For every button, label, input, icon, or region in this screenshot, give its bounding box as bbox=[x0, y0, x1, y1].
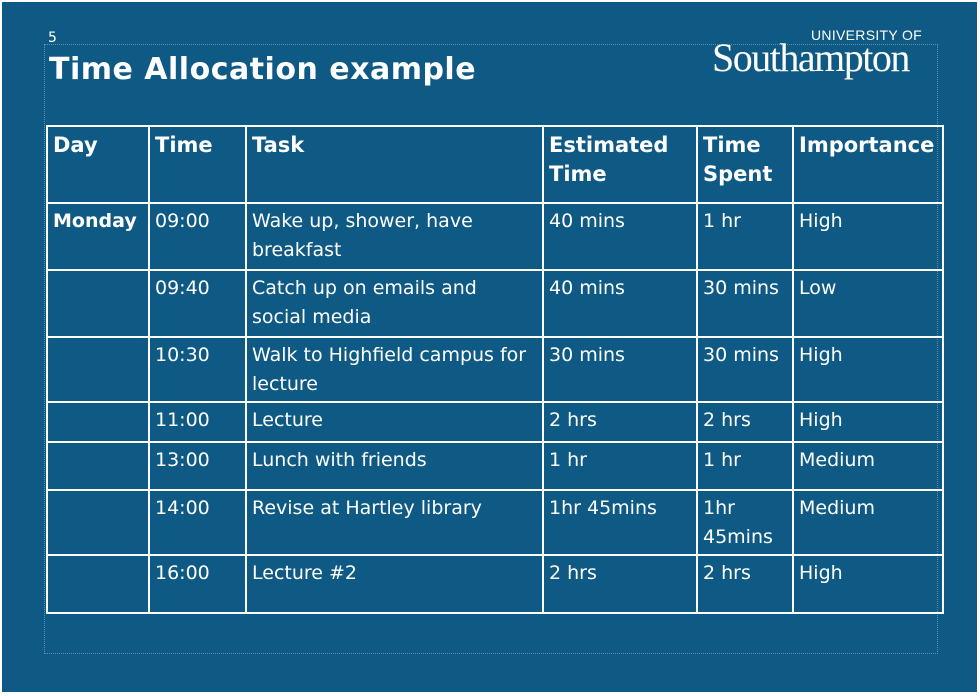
cell-time: 09:00 bbox=[148, 202, 247, 271]
cell-estimated-time: 40 mins bbox=[542, 269, 698, 338]
cell-importance: High bbox=[792, 554, 944, 614]
cell-time-spent: 1hr 45mins bbox=[696, 489, 794, 556]
cell-time: 14:00 bbox=[148, 489, 247, 556]
cell-task: Catch up on emails and social media bbox=[245, 269, 544, 338]
cell-importance: Medium bbox=[792, 489, 944, 556]
header-time: Time bbox=[148, 125, 247, 204]
table-row: 11:00 Lecture 2 hrs 2 hrs High bbox=[46, 401, 944, 443]
table-row: 14:00 Revise at Hartley library 1hr 45mi… bbox=[46, 489, 944, 556]
header-day: Day bbox=[46, 125, 150, 204]
cell-importance: High bbox=[792, 336, 944, 403]
cell-time: 16:00 bbox=[148, 554, 247, 614]
cell-time: 11:00 bbox=[148, 401, 247, 443]
table-row: Monday 09:00 Wake up, shower, have break… bbox=[46, 202, 944, 271]
cell-day bbox=[46, 489, 150, 556]
cell-importance: Low bbox=[792, 269, 944, 338]
cell-time: 09:40 bbox=[148, 269, 247, 338]
cell-time-spent: 2 hrs bbox=[696, 554, 794, 614]
cell-importance: Medium bbox=[792, 441, 944, 491]
table-header-row: Day Time Task Estimated Time Time Spent … bbox=[46, 125, 944, 204]
table-row: 13:00 Lunch with friends 1 hr 1 hr Mediu… bbox=[46, 441, 944, 491]
header-importance: Importance bbox=[792, 125, 944, 204]
header-time-spent: Time Spent bbox=[696, 125, 794, 204]
cell-task: Wake up, shower, have breakfast bbox=[245, 202, 544, 271]
table-row: 16:00 Lecture #2 2 hrs 2 hrs High bbox=[46, 554, 944, 614]
cell-day bbox=[46, 401, 150, 443]
cell-task: Lunch with friends bbox=[245, 441, 544, 491]
cell-time-spent: 1 hr bbox=[696, 441, 794, 491]
cell-task: Lecture bbox=[245, 401, 544, 443]
slide-number: 5 bbox=[48, 30, 57, 46]
cell-estimated-time: 1hr 45mins bbox=[542, 489, 698, 556]
table-row: 10:30 Walk to Highfield campus for lectu… bbox=[46, 336, 944, 403]
table-row: 09:40 Catch up on emails and social medi… bbox=[46, 269, 944, 338]
header-estimated-time: Estimated Time bbox=[542, 125, 698, 204]
cell-day bbox=[46, 336, 150, 403]
cell-day bbox=[46, 554, 150, 614]
time-allocation-table: Day Time Task Estimated Time Time Spent … bbox=[46, 125, 944, 614]
university-logo: UNIVERSITY OF Southampton bbox=[712, 26, 950, 82]
cell-day bbox=[46, 269, 150, 338]
cell-day bbox=[46, 441, 150, 491]
cell-estimated-time: 40 mins bbox=[542, 202, 698, 271]
cell-estimated-time: 1 hr bbox=[542, 441, 698, 491]
cell-task: Walk to Highfield campus for lecture bbox=[245, 336, 544, 403]
logo-top-text: UNIVERSITY OF bbox=[811, 27, 922, 43]
cell-time-spent: 30 mins bbox=[696, 336, 794, 403]
cell-task: Lecture #2 bbox=[245, 554, 544, 614]
header-task: Task bbox=[245, 125, 544, 204]
cell-estimated-time: 30 mins bbox=[542, 336, 698, 403]
cell-time-spent: 1 hr bbox=[696, 202, 794, 271]
cell-day: Monday bbox=[46, 202, 150, 271]
cell-importance: High bbox=[792, 401, 944, 443]
cell-time: 13:00 bbox=[148, 441, 247, 491]
cell-task: Revise at Hartley library bbox=[245, 489, 544, 556]
slide-title: Time Allocation example bbox=[49, 52, 477, 87]
cell-estimated-time: 2 hrs bbox=[542, 554, 698, 614]
cell-time-spent: 30 mins bbox=[696, 269, 794, 338]
cell-importance: High bbox=[792, 202, 944, 271]
cell-estimated-time: 2 hrs bbox=[542, 401, 698, 443]
cell-time: 10:30 bbox=[148, 336, 247, 403]
cell-time-spent: 2 hrs bbox=[696, 401, 794, 443]
logo-main-text: Southampton bbox=[712, 35, 910, 80]
